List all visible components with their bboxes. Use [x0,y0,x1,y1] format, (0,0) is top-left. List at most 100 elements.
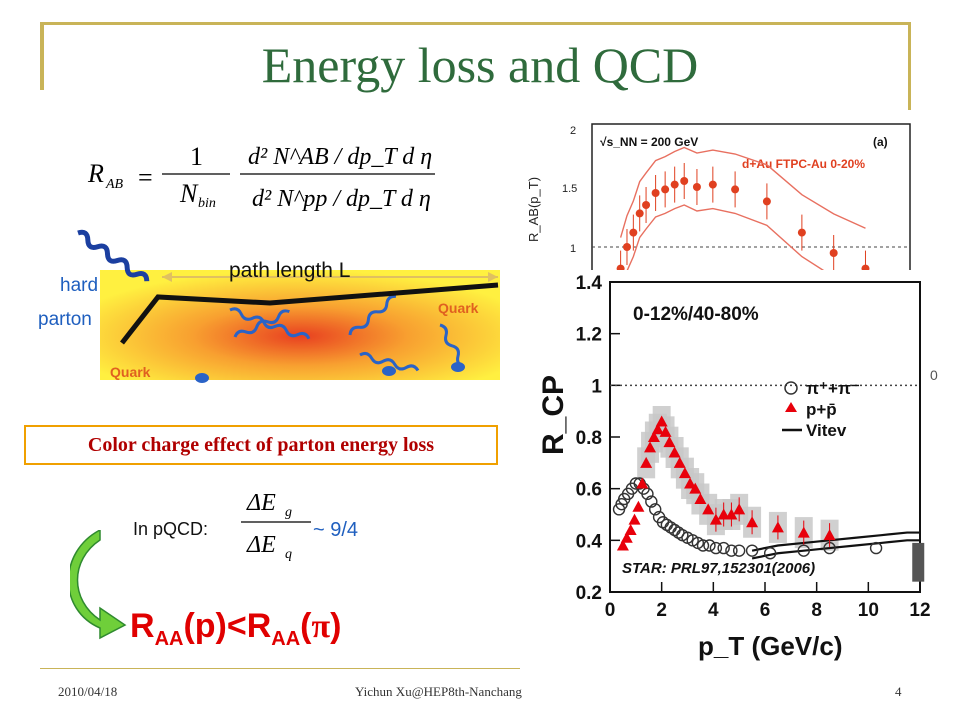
path-length-label: path length L [229,259,350,282]
top-chart-ytick-1: 1 [570,243,576,255]
raa-sub1: AA [155,628,184,650]
rcp-xlabel: p_T (GeV/c) [698,631,842,661]
footer-date: 2010/04/18 [58,684,118,699]
rcp-pion-point [717,541,730,555]
legend-vitev: Vitev [806,421,847,440]
gluon-end-2 [382,366,396,376]
rcp-proton-point [717,508,730,520]
formula-lhs: R [87,159,104,188]
rcp-proton-point [668,446,681,458]
rcp-ytick-label: 0.6 [576,480,602,501]
jet-diagram: path length L hard parton Quark Quark [38,229,500,383]
rcp-xtick-label: 10 [858,600,879,621]
footer-page-number: 4 [895,684,902,699]
rcp-proton-point [797,526,810,538]
pqcd-num: ΔE [246,490,276,516]
top-chart-ylabel: R_AB(p_T) [526,177,541,242]
legend-proton: p+p̄ [806,400,837,419]
rcp-proton-point [702,503,715,515]
top-chart-point [642,201,651,209]
rcp-pion-point [797,544,810,557]
rcp-pion-point [745,544,759,557]
pqcd-den-sub: q [285,547,292,562]
rcp-proton-point [663,436,676,448]
rcp-norm-box [912,542,925,582]
rcp-title: 0-12%/40-80% [633,304,759,325]
rcp-ylabel: R_CP [537,375,570,455]
pqcd-den: ΔE [246,532,276,558]
rcp-ytick-label: 1.2 [576,325,602,346]
path-length-arrow-left [162,272,172,282]
gluon-spring-5 [439,323,465,369]
rcp-proton-point [616,539,629,551]
rcp-xtick-label: 2 [656,600,667,621]
rcp-proton-points [616,415,836,551]
curved-arrow-icon [70,530,127,640]
rcp-pion-point [703,539,716,552]
pqcd-result: ~ 9/4 [313,519,358,541]
formula-num: 1 [190,142,203,171]
top-chart-point [797,228,806,237]
top-chart-point [661,185,670,194]
rcp-proton-point [632,500,645,512]
rcp-pion-point [869,541,883,555]
raa-pi: π [312,608,331,645]
rcp-proton-point [733,503,746,515]
top-chart-panel: (a) [873,135,888,149]
rcp-proton-point [771,521,784,533]
pqcd-ratio: In pQCD: ΔE g ΔE q ~ 9/4 [133,490,358,562]
rcp-proton-point [620,531,633,543]
raa-formula: R AB = 1 N bin d² N^AB / dp_T d η d² N^p… [87,142,435,212]
hard-parton-label-2: parton [38,309,92,330]
top-chart-point [635,209,644,218]
gluon-spring-1 [229,307,311,340]
top-chart-ytick-15: 1.5 [562,183,577,195]
top-chart-point [680,177,689,185]
rcp-proton-point [628,513,641,525]
rcp-vitev-curves [751,531,920,560]
top-chart-band [619,146,866,292]
raa-open: ( [300,607,312,645]
top-chart-energy: √s_NN = 200 GeV [600,135,698,149]
rcp-xtick-label: 12 [909,600,930,621]
frame-top-line [40,22,910,25]
rcp-vitev-curve [751,531,920,552]
formula-den-sub: bin [198,196,216,211]
legend-pion-marker [784,381,798,395]
gluon-spring-top [77,229,150,282]
rcp-proton-point [684,477,697,489]
rcp-proton-point [673,456,686,468]
rcp-xtick-label: 6 [760,600,771,621]
rcp-xticks: 0 2 4 6 8 10 12 [605,600,931,621]
rcp-yticks: 0.2 0.4 0.6 0.8 1 1.2 1.4 [576,273,603,604]
legend-proton-marker [785,402,797,412]
rcp-xtick-label: 8 [811,600,822,621]
rcp-vitev-curve [751,539,920,560]
gluon-end-1 [195,373,209,383]
top-chart-legend: d+Au FTPC-Au 0-20% [742,157,865,171]
frame-bottom-line [40,668,910,669]
footer-center: Yichun Xu@HEP8th-Nanchang [355,684,522,699]
top-chart-point [708,180,717,189]
gluon-end-3 [451,362,465,372]
quark-label-bottom: Quark [110,364,151,380]
raa-conclusion: RAA(p)<RAA(π) [130,607,341,650]
top-chart-band-upper [619,146,866,238]
formula-lhs-sub: AB [105,177,124,192]
rcp-pion-point [725,544,738,557]
rcp-xtick-label: 0 [605,600,616,621]
raa-mid: (p)<R [183,607,271,645]
top-chart-point [670,180,679,189]
legend-pion: π⁺+π⁻ [806,379,860,398]
rcp-ytick-label: 0.4 [576,531,603,552]
raa-r1: R [130,607,155,645]
rcp-proton-point [640,456,653,468]
formula-den-text: d² N^pp / dp_T d η [252,186,431,212]
gluon-spring-2 [233,309,290,338]
top-chart-frame [591,123,911,292]
rcp-proton-point [624,524,637,535]
rcp-proton-point [647,431,660,442]
rcp-proton-point [655,415,668,427]
color-charge-box: Color charge effect of parton energy los… [24,425,498,465]
rcp-proton-point [746,516,759,528]
